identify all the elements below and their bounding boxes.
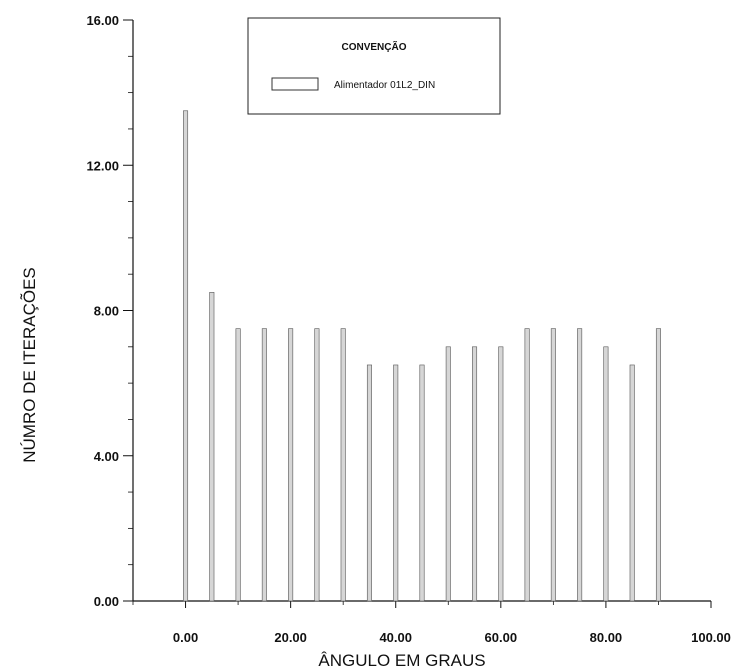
bar bbox=[445, 346, 451, 602]
axes bbox=[123, 19, 712, 608]
legend-entry-label: Alimentador 01L2_DIN bbox=[334, 80, 435, 91]
bar bbox=[261, 328, 267, 602]
legend-box bbox=[247, 17, 501, 115]
bar bbox=[577, 328, 583, 602]
bar bbox=[498, 346, 504, 602]
y-axis-title: NÚMRO DE ITERAÇÕES bbox=[20, 267, 39, 463]
bar bbox=[209, 292, 215, 602]
bar bbox=[629, 364, 635, 602]
bar bbox=[524, 328, 530, 602]
x-tick-label: 40.00 bbox=[379, 630, 412, 645]
bar bbox=[603, 346, 609, 602]
x-tick-label: 80.00 bbox=[590, 630, 623, 645]
x-tick-label: 20.00 bbox=[274, 630, 307, 645]
bar bbox=[550, 328, 556, 602]
legend-swatch bbox=[271, 77, 319, 91]
legend: CONVENÇÃO Alimentador 01L2_DIN bbox=[247, 17, 501, 115]
x-tick-labels: 0.00 20.00 40.00 60.00 80.00 100.00 bbox=[173, 630, 731, 645]
x-axis-title: ÂNGULO EM GRAUS bbox=[318, 651, 485, 670]
y-tick-label: 12.00 bbox=[86, 158, 119, 173]
x-tick-label: 100.00 bbox=[691, 630, 731, 645]
y-tick-labels: 0.00 4.00 8.00 12.00 16.00 bbox=[86, 13, 119, 609]
bar bbox=[288, 328, 294, 602]
bar bbox=[366, 364, 372, 602]
bar bbox=[314, 328, 320, 602]
y-tick-label: 16.00 bbox=[86, 13, 119, 28]
bar bbox=[183, 110, 189, 602]
bar bbox=[235, 328, 241, 602]
bar bbox=[472, 346, 478, 602]
legend-title: CONVENÇÃO bbox=[341, 40, 406, 53]
bar bbox=[340, 328, 346, 602]
y-tick-label: 4.00 bbox=[94, 449, 119, 464]
bars bbox=[183, 110, 661, 602]
bar bbox=[655, 328, 661, 602]
x-tick-label: 60.00 bbox=[485, 630, 518, 645]
bar bbox=[393, 364, 399, 602]
x-tick-label: 0.00 bbox=[173, 630, 198, 645]
bar bbox=[419, 364, 425, 602]
y-tick-label: 0.00 bbox=[94, 594, 119, 609]
y-tick-label: 8.00 bbox=[94, 304, 119, 319]
